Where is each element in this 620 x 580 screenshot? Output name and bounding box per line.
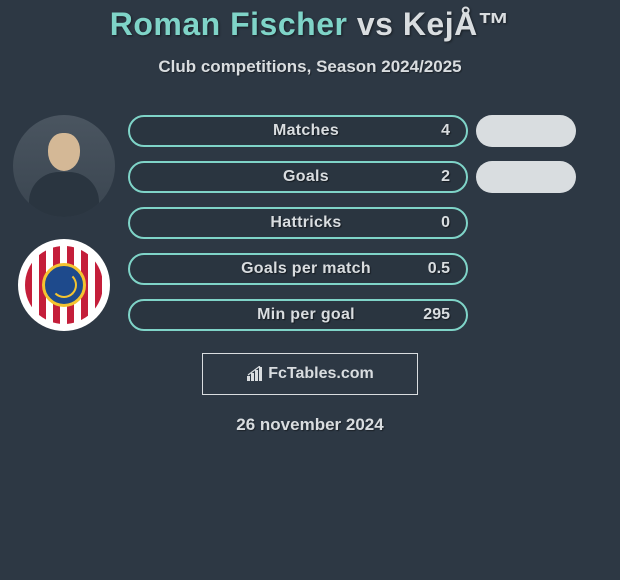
stat-label: Min per goal: [152, 306, 420, 324]
stat-label: Hattricks: [152, 214, 420, 232]
right-pill-matches: [476, 115, 576, 147]
subtitle: Club competitions, Season 2024/2025: [0, 57, 620, 77]
player-avatar: [13, 115, 115, 217]
stat-value: 2: [420, 168, 450, 186]
club-badge-stripes: [25, 246, 103, 324]
stat-row-goals-per-match: Goals per match 0.5: [128, 253, 468, 285]
club-badge-center: [42, 263, 86, 307]
player2-name: KejÅ™: [403, 6, 510, 42]
stat-row-goals: Goals 2: [128, 161, 468, 193]
page-title: Roman Fischer vs KejÅ™: [0, 6, 620, 43]
date-text: 26 november 2024: [236, 415, 383, 435]
stat-label: Goals per match: [152, 260, 420, 278]
stat-value: 295: [420, 306, 450, 324]
stat-label: Matches: [152, 122, 420, 140]
stat-row-matches: Matches 4: [128, 115, 468, 147]
stat-row-min-per-goal: Min per goal 295: [128, 299, 468, 331]
stats-card: Roman Fischer vs KejÅ™ Club competitions…: [0, 0, 620, 435]
footer: FcTables.com 26 november 2024: [0, 353, 620, 435]
stat-label: Goals: [152, 168, 420, 186]
vs-text: vs: [357, 6, 394, 42]
club-badge: [18, 239, 110, 331]
player1-name: Roman Fischer: [110, 6, 348, 42]
bar-chart-icon: [246, 366, 264, 382]
content-row: Matches 4 Goals 2 Hattricks 0 Goals per …: [0, 115, 620, 331]
stat-value: 0.5: [420, 260, 450, 278]
brand-text: FcTables.com: [268, 365, 374, 383]
right-column: [476, 115, 596, 193]
stat-value: 4: [420, 122, 450, 140]
stat-row-hattricks: Hattricks 0: [128, 207, 468, 239]
left-column: [8, 115, 120, 331]
brand-box[interactable]: FcTables.com: [202, 353, 418, 395]
stats-column: Matches 4 Goals 2 Hattricks 0 Goals per …: [128, 115, 468, 331]
stat-value: 0: [420, 214, 450, 232]
right-pill-goals: [476, 161, 576, 193]
